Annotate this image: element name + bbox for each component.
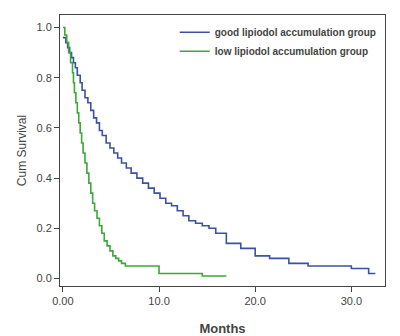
svg-text:0.4: 0.4 [37,172,52,184]
svg-text:0.0: 0.0 [37,272,52,284]
svg-text:20.0: 20.0 [244,295,265,307]
svg-text:0.8: 0.8 [37,72,52,84]
svg-text:0.6: 0.6 [37,122,52,134]
svg-text:0.2: 0.2 [37,222,52,234]
svg-text:0.00: 0.00 [52,295,73,307]
svg-text:1.0: 1.0 [37,21,52,33]
svg-text:30.0: 30.0 [341,295,362,307]
svg-text:good lipiodol accumulation gro: good lipiodol accumulation group [215,27,376,38]
svg-text:Months: Months [199,321,245,336]
svg-text:10.0: 10.0 [148,295,169,307]
svg-text:low lipiodol accumulation grou: low lipiodol accumulation group [215,46,368,57]
svg-text:Cum Survival: Cum Survival [15,115,29,186]
